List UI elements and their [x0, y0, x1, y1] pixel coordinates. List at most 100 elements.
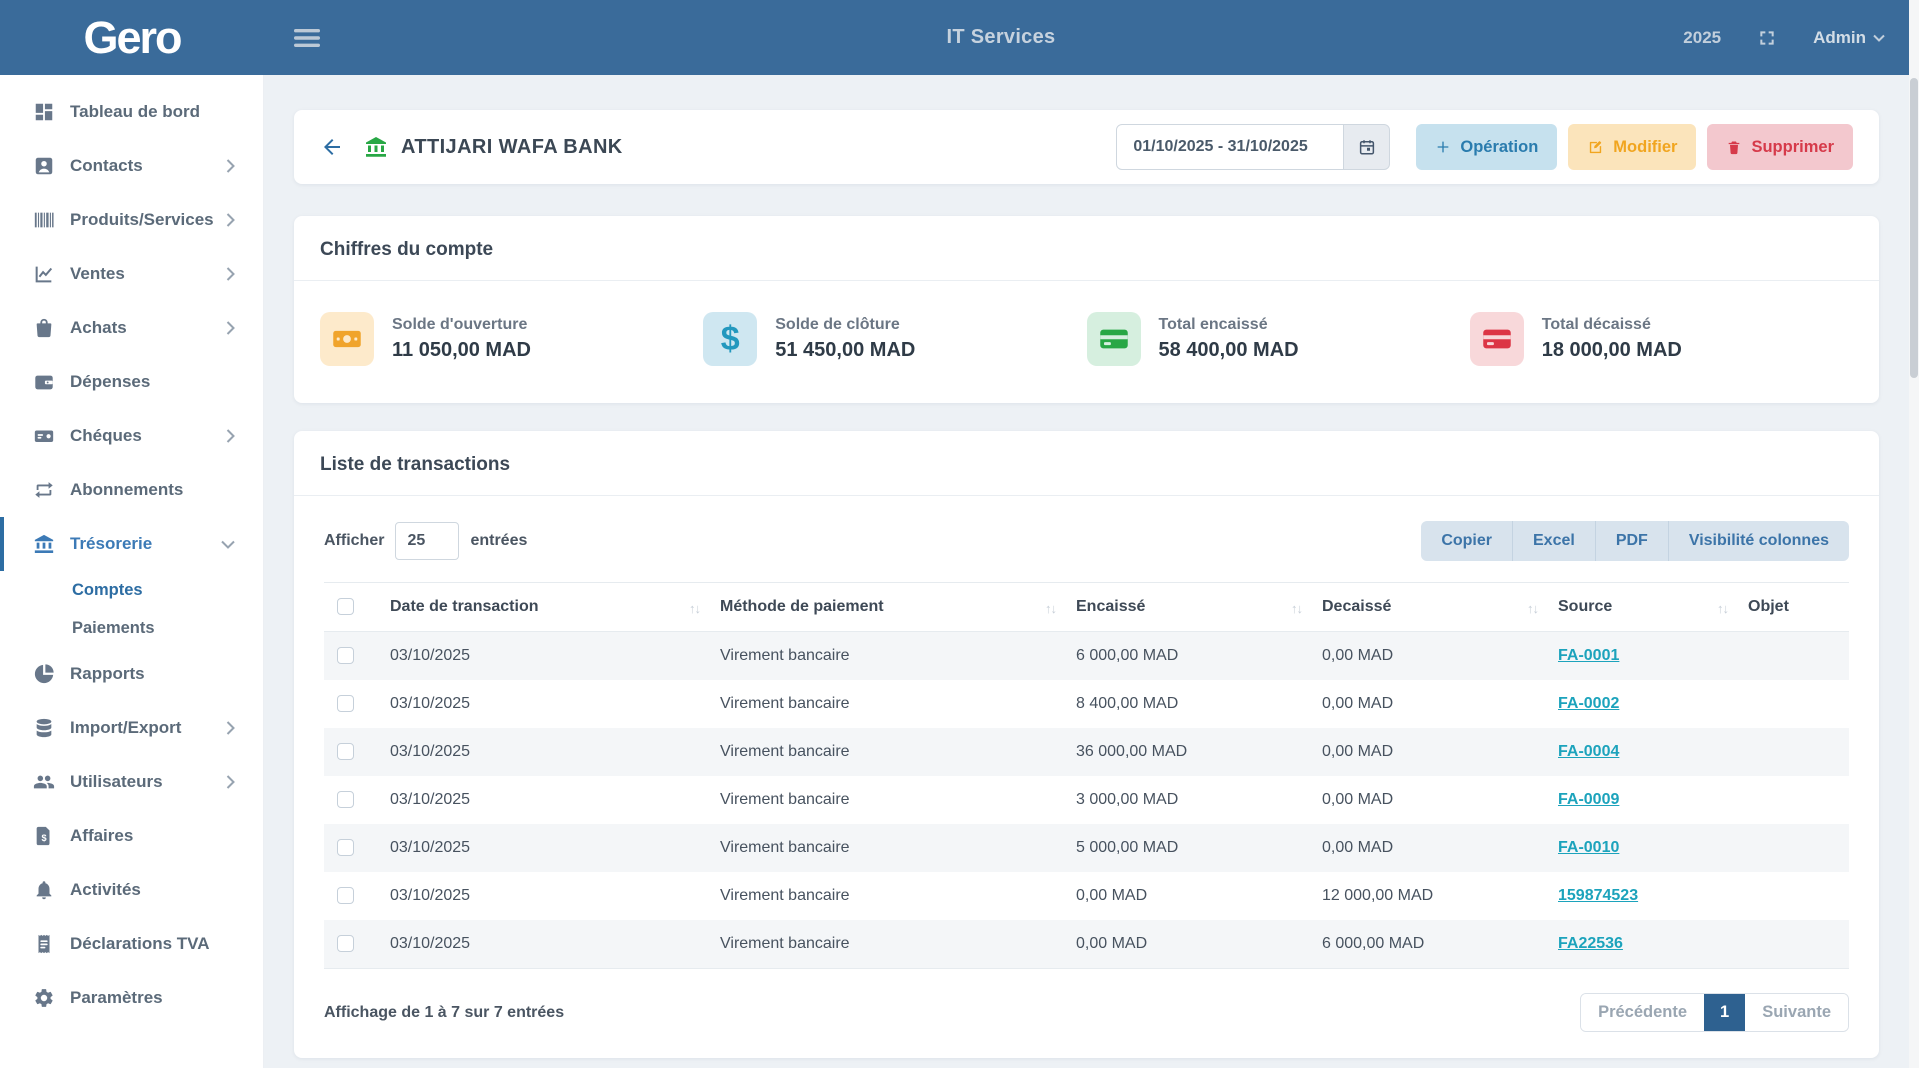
table-header-row: Date de transaction↑↓ Méthode de paiemen…	[324, 583, 1849, 632]
stat-value: 18 000,00 MAD	[1542, 339, 1682, 362]
year-selector[interactable]: 2025	[1683, 28, 1721, 48]
sidebar-item-label: Ventes	[70, 264, 125, 284]
sidebar-item-utilisateurs[interactable]: Utilisateurs	[0, 755, 263, 809]
column-visibility-button[interactable]: Visibilité colonnes	[1668, 521, 1849, 561]
sidebar-subitem-paiements[interactable]: Paiements	[0, 609, 263, 647]
select-all-checkbox[interactable]	[337, 598, 354, 615]
sidebar-item-label: Abonnements	[70, 480, 183, 500]
chevron-right-icon	[226, 267, 235, 281]
cell-objet	[1738, 824, 1849, 872]
cell-decaisse: 0,00 MAD	[1312, 728, 1548, 776]
sidebar-item-produits-services[interactable]: Produits/Services	[0, 193, 263, 247]
scrollbar-thumb[interactable]	[1910, 78, 1918, 378]
plus-icon	[1435, 139, 1451, 155]
sidebar-item-tableau-de-bord[interactable]: Tableau de bord	[0, 85, 263, 139]
sidebar-item-affaires[interactable]: $ Affaires	[0, 809, 263, 863]
sidebar-item-achats[interactable]: Achats	[0, 301, 263, 355]
sidebar-item-label: Produits/Services	[70, 210, 214, 230]
hamburger-menu-icon[interactable]	[294, 28, 320, 48]
chart-line-icon	[33, 263, 55, 285]
sidebar-subitem-comptes[interactable]: Comptes	[0, 571, 263, 609]
sidebar-item-label: Import/Export	[70, 718, 181, 738]
cell-method: Virement bancaire	[710, 728, 1066, 776]
row-checkbox[interactable]	[337, 695, 354, 712]
stat-label: Total encaissé	[1159, 316, 1299, 334]
sort-icon: ↑↓	[1527, 601, 1538, 616]
column-header-date[interactable]: Date de transaction↑↓	[380, 583, 710, 632]
sidebar-item-ventes[interactable]: Ventes	[0, 247, 263, 301]
sidebar-item-activites[interactable]: Activités	[0, 863, 263, 917]
column-header-objet[interactable]: Objet	[1738, 583, 1849, 632]
column-header-decaisse[interactable]: Decaissé↑↓	[1312, 583, 1548, 632]
row-checkbox[interactable]	[337, 791, 354, 808]
cell-method: Virement bancaire	[710, 680, 1066, 728]
source-link[interactable]: FA-0001	[1558, 647, 1619, 664]
bank-icon	[364, 135, 388, 159]
sidebar-item-rapports[interactable]: Rapports	[0, 647, 263, 701]
sidebar-item-contacts[interactable]: Contacts	[0, 139, 263, 193]
source-link[interactable]: FA-0010	[1558, 839, 1619, 856]
calendar-button[interactable]	[1344, 124, 1390, 170]
back-button[interactable]	[320, 135, 344, 159]
next-page-button[interactable]: Suivante	[1745, 994, 1848, 1031]
source-link[interactable]: FA22536	[1558, 935, 1623, 952]
sidebar-item-label: Déclarations TVA	[70, 934, 210, 954]
sidebar-item-tresorerie[interactable]: Trésorerie	[0, 517, 263, 571]
sidebar-item-import-export[interactable]: Import/Export	[0, 701, 263, 755]
chevron-down-icon	[221, 540, 235, 549]
source-link[interactable]: FA-0004	[1558, 743, 1619, 760]
cell-encaisse: 36 000,00 MAD	[1066, 728, 1312, 776]
stat-value: 51 450,00 MAD	[775, 339, 915, 362]
source-link[interactable]: FA-0002	[1558, 695, 1619, 712]
sidebar-item-label: Chéques	[70, 426, 142, 446]
row-checkbox[interactable]	[337, 887, 354, 904]
row-checkbox[interactable]	[337, 647, 354, 664]
excel-button[interactable]: Excel	[1512, 521, 1595, 561]
sidebar-item-depenses[interactable]: Dépenses	[0, 355, 263, 409]
user-menu[interactable]: Admin	[1813, 28, 1885, 48]
row-checkbox[interactable]	[337, 743, 354, 760]
invoice-dollar-icon: $	[33, 825, 55, 847]
sidebar-item-abonnements[interactable]: Abonnements	[0, 463, 263, 517]
sidebar-item-cheques[interactable]: Chéques	[0, 409, 263, 463]
cell-decaisse: 0,00 MAD	[1312, 776, 1548, 824]
cell-decaisse: 12 000,00 MAD	[1312, 872, 1548, 920]
cell-encaisse: 8 400,00 MAD	[1066, 680, 1312, 728]
cell-date: 03/10/2025	[380, 728, 710, 776]
copy-button[interactable]: Copier	[1421, 521, 1512, 561]
sidebar-subitem-label: Comptes	[72, 581, 143, 600]
column-header-methode[interactable]: Méthode de paiement↑↓	[710, 583, 1066, 632]
pdf-button[interactable]: PDF	[1595, 521, 1668, 561]
column-header-encaisse[interactable]: Encaissé↑↓	[1066, 583, 1312, 632]
cell-decaisse: 6 000,00 MAD	[1312, 920, 1548, 969]
date-range-input[interactable]	[1116, 124, 1344, 170]
source-link[interactable]: 159874523	[1558, 887, 1638, 904]
cell-encaisse: 5 000,00 MAD	[1066, 824, 1312, 872]
sidebar-item-label: Contacts	[70, 156, 143, 176]
sort-icon: ↑↓	[689, 601, 700, 616]
current-page-button[interactable]: 1	[1704, 994, 1745, 1031]
chevron-right-icon	[226, 213, 235, 227]
operation-button[interactable]: Opération	[1416, 124, 1557, 170]
edit-icon	[1587, 139, 1604, 156]
modify-button[interactable]: Modifier	[1568, 124, 1696, 170]
app-logo[interactable]: Gero	[0, 12, 264, 64]
sidebar-item-parametres[interactable]: Paramètres	[0, 971, 263, 1025]
wallet-icon	[33, 371, 55, 393]
source-link[interactable]: FA-0009	[1558, 791, 1619, 808]
delete-button[interactable]: Supprimer	[1707, 124, 1853, 170]
barcode-icon	[33, 209, 55, 231]
sort-icon: ↑↓	[1717, 601, 1728, 616]
page-length-select[interactable]	[395, 522, 459, 560]
entries-label: entrées	[470, 532, 527, 550]
sidebar-item-label: Achats	[70, 318, 127, 338]
column-header-source[interactable]: Source↑↓	[1548, 583, 1738, 632]
row-checkbox[interactable]	[337, 935, 354, 952]
sidebar-item-declarations-tva[interactable]: Déclarations TVA	[0, 917, 263, 971]
sort-icon: ↑↓	[1045, 601, 1056, 616]
fullscreen-icon[interactable]	[1757, 28, 1777, 48]
svg-text:$: $	[41, 833, 46, 843]
row-checkbox[interactable]	[337, 839, 354, 856]
table-row: 03/10/2025 Virement bancaire 0,00 MAD 6 …	[324, 920, 1849, 969]
previous-page-button[interactable]: Précédente	[1581, 994, 1704, 1031]
